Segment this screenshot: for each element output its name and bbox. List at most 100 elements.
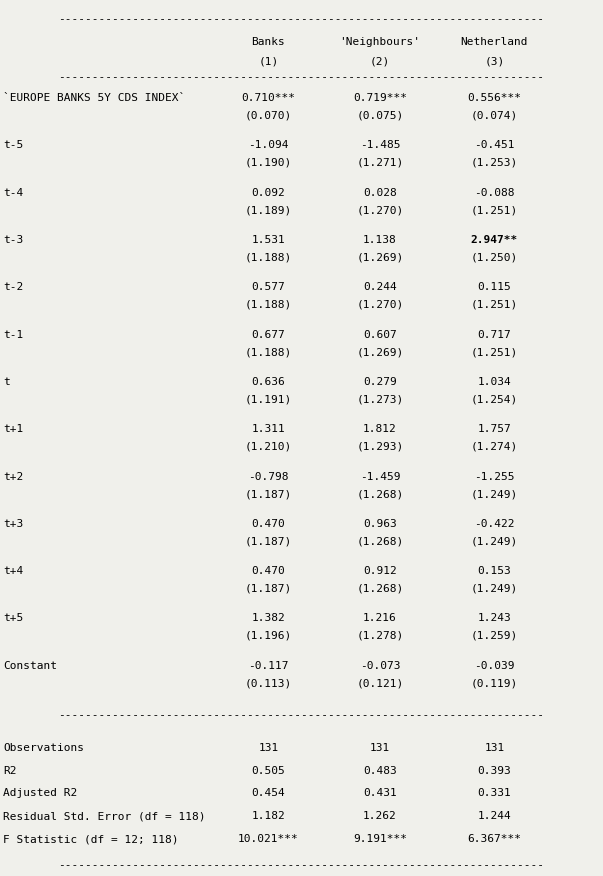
Text: t-1: t-1 <box>3 329 24 340</box>
Text: (1.188): (1.188) <box>245 252 292 263</box>
Text: (1.293): (1.293) <box>356 442 403 452</box>
Text: F Statistic (df = 12; 118): F Statistic (df = 12; 118) <box>3 834 178 844</box>
Text: -1.459: -1.459 <box>359 471 400 482</box>
Text: (1.273): (1.273) <box>356 394 403 405</box>
Text: (1.268): (1.268) <box>356 536 403 547</box>
Text: -0.073: -0.073 <box>359 661 400 671</box>
Text: (1.187): (1.187) <box>245 583 292 594</box>
Text: (1.249): (1.249) <box>471 536 518 547</box>
Text: 1.382: 1.382 <box>251 613 285 624</box>
Text: 9.191***: 9.191*** <box>353 834 407 844</box>
Text: t: t <box>3 377 10 387</box>
Text: -0.039: -0.039 <box>474 661 515 671</box>
Text: t+3: t+3 <box>3 519 24 529</box>
Text: 131: 131 <box>258 743 279 753</box>
Text: 1.216: 1.216 <box>363 613 397 624</box>
Text: 0.719***: 0.719*** <box>353 93 407 103</box>
Text: 1.244: 1.244 <box>478 811 511 822</box>
Text: (3): (3) <box>484 56 505 67</box>
Text: 131: 131 <box>370 743 390 753</box>
Text: 0.963: 0.963 <box>363 519 397 529</box>
Text: t-5: t-5 <box>3 140 24 151</box>
Text: 0.710***: 0.710*** <box>241 93 295 103</box>
Text: (1.250): (1.250) <box>471 252 518 263</box>
Text: `EUROPE BANKS 5Y CDS INDEX`: `EUROPE BANKS 5Y CDS INDEX` <box>3 93 185 103</box>
Text: (1.251): (1.251) <box>471 347 518 357</box>
Text: (1.188): (1.188) <box>245 300 292 310</box>
Text: 1.812: 1.812 <box>363 424 397 434</box>
Text: 0.556***: 0.556*** <box>467 93 522 103</box>
Text: (1.270): (1.270) <box>356 205 403 215</box>
Text: (1.278): (1.278) <box>356 631 403 641</box>
Text: 0.028: 0.028 <box>363 187 397 198</box>
Text: 1.311: 1.311 <box>251 424 285 434</box>
Text: (0.113): (0.113) <box>245 678 292 689</box>
Text: (1.271): (1.271) <box>356 158 403 168</box>
Text: -1.485: -1.485 <box>359 140 400 151</box>
Text: t+2: t+2 <box>3 471 24 482</box>
Text: 0.483: 0.483 <box>363 766 397 776</box>
Text: 0.677: 0.677 <box>251 329 285 340</box>
Text: -0.798: -0.798 <box>248 471 289 482</box>
Text: -1.255: -1.255 <box>474 471 515 482</box>
Text: R2: R2 <box>3 766 16 776</box>
Text: 1.757: 1.757 <box>478 424 511 434</box>
Text: 1.034: 1.034 <box>478 377 511 387</box>
Text: (1.210): (1.210) <box>245 442 292 452</box>
Text: 0.607: 0.607 <box>363 329 397 340</box>
Text: (1.259): (1.259) <box>471 631 518 641</box>
Text: (1.268): (1.268) <box>356 583 403 594</box>
Text: 0.244: 0.244 <box>363 282 397 293</box>
Text: 0.470: 0.470 <box>251 566 285 576</box>
Text: (1.190): (1.190) <box>245 158 292 168</box>
Text: (1.270): (1.270) <box>356 300 403 310</box>
Text: 0.431: 0.431 <box>363 788 397 799</box>
Text: 1.243: 1.243 <box>478 613 511 624</box>
Text: ------------------------------------------------------------------------: ----------------------------------------… <box>58 860 545 871</box>
Text: (1.189): (1.189) <box>245 205 292 215</box>
Text: ------------------------------------------------------------------------: ----------------------------------------… <box>58 14 545 25</box>
Text: Observations: Observations <box>3 743 84 753</box>
Text: 0.393: 0.393 <box>478 766 511 776</box>
Text: -1.094: -1.094 <box>248 140 289 151</box>
Text: 131: 131 <box>484 743 505 753</box>
Text: (0.070): (0.070) <box>245 110 292 121</box>
Text: Netherland: Netherland <box>461 37 528 47</box>
Text: t+4: t+4 <box>3 566 24 576</box>
Text: (1.249): (1.249) <box>471 583 518 594</box>
Text: (1.254): (1.254) <box>471 394 518 405</box>
Text: (1.253): (1.253) <box>471 158 518 168</box>
Text: 0.454: 0.454 <box>251 788 285 799</box>
Text: (1.196): (1.196) <box>245 631 292 641</box>
Text: Adjusted R2: Adjusted R2 <box>3 788 77 799</box>
Text: 0.153: 0.153 <box>478 566 511 576</box>
Text: (1.251): (1.251) <box>471 205 518 215</box>
Text: 6.367***: 6.367*** <box>467 834 522 844</box>
Text: ------------------------------------------------------------------------: ----------------------------------------… <box>58 710 545 720</box>
Text: Constant: Constant <box>3 661 57 671</box>
Text: (1.251): (1.251) <box>471 300 518 310</box>
Text: (1.268): (1.268) <box>356 489 403 499</box>
Text: 0.717: 0.717 <box>478 329 511 340</box>
Text: 1.262: 1.262 <box>363 811 397 822</box>
Text: Banks: Banks <box>251 37 285 47</box>
Text: (1.191): (1.191) <box>245 394 292 405</box>
Text: -0.451: -0.451 <box>474 140 515 151</box>
Text: 'Neighbours': 'Neighbours' <box>339 37 420 47</box>
Text: t-3: t-3 <box>3 235 24 245</box>
Text: (0.074): (0.074) <box>471 110 518 121</box>
Text: Residual Std. Error (df = 118): Residual Std. Error (df = 118) <box>3 811 206 822</box>
Text: (1.187): (1.187) <box>245 536 292 547</box>
Text: (0.119): (0.119) <box>471 678 518 689</box>
Text: 1.138: 1.138 <box>363 235 397 245</box>
Text: (1.269): (1.269) <box>356 252 403 263</box>
Text: 0.279: 0.279 <box>363 377 397 387</box>
Text: (1.269): (1.269) <box>356 347 403 357</box>
Text: 0.912: 0.912 <box>363 566 397 576</box>
Text: 0.577: 0.577 <box>251 282 285 293</box>
Text: (0.075): (0.075) <box>356 110 403 121</box>
Text: t-4: t-4 <box>3 187 24 198</box>
Text: 0.505: 0.505 <box>251 766 285 776</box>
Text: (1.187): (1.187) <box>245 489 292 499</box>
Text: 0.115: 0.115 <box>478 282 511 293</box>
